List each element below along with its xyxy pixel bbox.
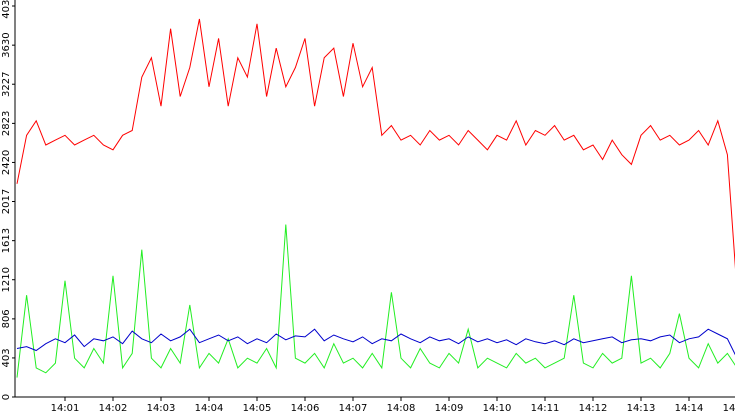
series-line bbox=[16, 224, 735, 378]
series-line bbox=[16, 18, 735, 270]
y-tick-label: 1210 bbox=[1, 267, 12, 292]
y-tick-label: 1613 bbox=[1, 228, 12, 253]
x-tick-label: 14:02 bbox=[99, 403, 128, 414]
x-tick-label: 14:11 bbox=[531, 403, 560, 414]
x-tick-label: 14:04 bbox=[195, 403, 224, 414]
y-tick-label: 0 bbox=[1, 394, 12, 400]
y-tick-label: 2420 bbox=[1, 150, 12, 175]
x-tick-label: 14:05 bbox=[243, 403, 272, 414]
y-tick-label: 3630 bbox=[1, 32, 12, 57]
x-tick-label: 14:01 bbox=[51, 403, 80, 414]
y-tick-label: 403 bbox=[1, 348, 12, 367]
y-tick-label: 3227 bbox=[1, 71, 12, 96]
x-tick-label: 14:14 bbox=[675, 403, 704, 414]
x-tick-label: 14:15 bbox=[723, 403, 735, 414]
x-tick-label: 14:09 bbox=[435, 403, 464, 414]
y-tick-label: 4034 bbox=[1, 0, 12, 19]
x-tick-label: 14:06 bbox=[291, 403, 320, 414]
x-tick-label: 14:10 bbox=[483, 403, 512, 414]
x-tick-label: 14:07 bbox=[339, 403, 368, 414]
x-tick-label: 14:08 bbox=[387, 403, 416, 414]
y-tick-label: 806 bbox=[1, 309, 12, 328]
x-tick-label: 14:12 bbox=[579, 403, 608, 414]
x-tick-label: 14:03 bbox=[147, 403, 176, 414]
series-line bbox=[16, 328, 735, 356]
x-tick-label: 14:13 bbox=[627, 403, 656, 414]
y-tick-label: 2823 bbox=[1, 111, 12, 136]
y-tick-label: 2017 bbox=[1, 189, 12, 214]
